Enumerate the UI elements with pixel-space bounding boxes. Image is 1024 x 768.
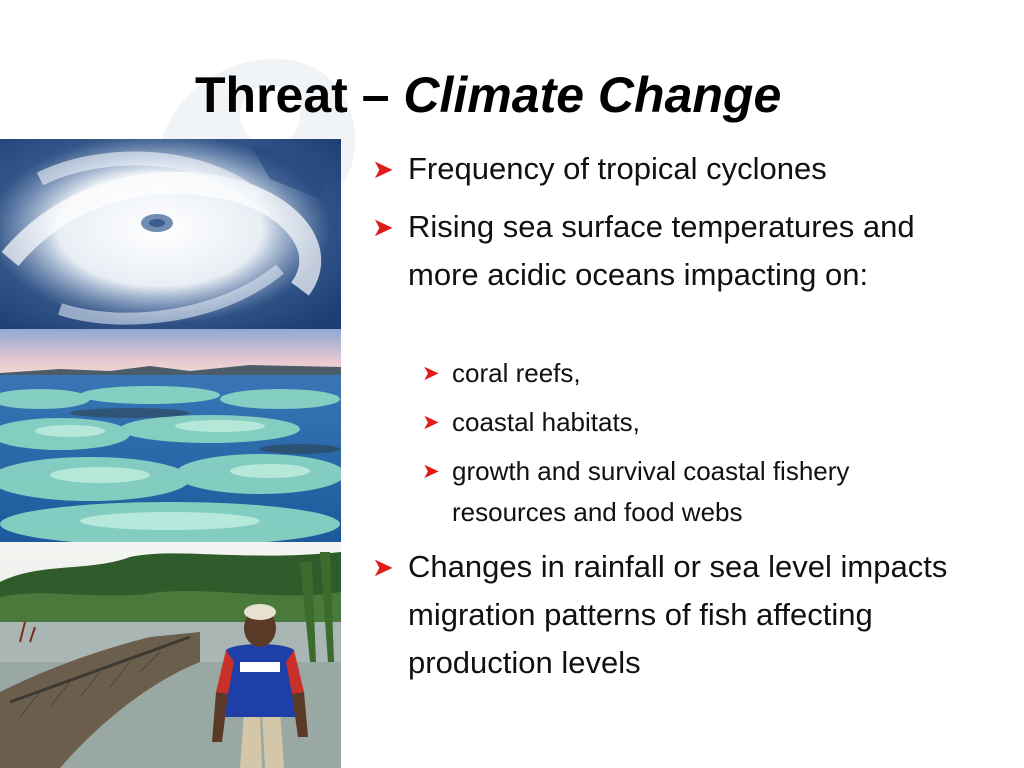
sub-bullet-fishery-resources: ➤ growth and survival coastal fishery re… — [422, 451, 962, 533]
title-emphasis: Climate Change — [403, 67, 782, 123]
bullet-text: Changes in rainfall or sea level impacts… — [408, 549, 948, 680]
arrow-bullet-icon: ➤ — [372, 154, 394, 184]
cyclone-satellite-photo — [0, 139, 341, 329]
sub-bullet-text: coastal habitats, — [452, 407, 640, 437]
bullet-cyclones: ➤ Frequency of tropical cyclones — [372, 145, 972, 193]
arrow-bullet-icon: ➤ — [422, 411, 440, 434]
bleached-coral-reef-photo — [0, 329, 341, 542]
sub-bullet-text: coral reefs, — [452, 358, 581, 388]
title-text: Threat – — [195, 67, 404, 123]
slide-title: Threat – Climate Change — [195, 66, 781, 124]
bullet-text: Frequency of tropical cyclones — [408, 151, 827, 186]
arrow-bullet-icon: ➤ — [422, 362, 440, 385]
sub-bullet-text: growth and survival coastal fishery reso… — [452, 456, 850, 527]
bullet-text: Rising sea surface temperatures and more… — [408, 209, 915, 292]
bullet-sea-temperatures: ➤ Rising sea surface temperatures and mo… — [372, 203, 972, 299]
photo-column — [0, 139, 341, 768]
sub-bullet-coral-reefs: ➤ coral reefs, — [422, 353, 962, 394]
fisherman-mangrove-photo — [0, 542, 341, 768]
sub-bullet-coastal-habitats: ➤ coastal habitats, — [422, 402, 962, 443]
bullet-rainfall-sea-level: ➤ Changes in rainfall or sea level impac… — [372, 543, 972, 687]
arrow-bullet-icon: ➤ — [372, 552, 394, 582]
arrow-bullet-icon: ➤ — [422, 460, 440, 483]
arrow-bullet-icon: ➤ — [372, 212, 394, 242]
